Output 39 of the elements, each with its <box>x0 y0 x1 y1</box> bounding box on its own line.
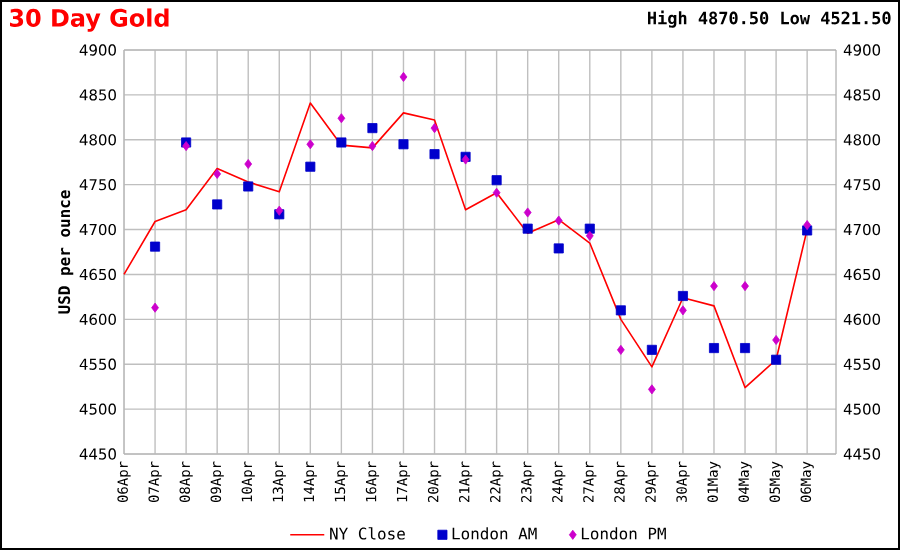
point <box>150 241 161 252</box>
point <box>305 161 316 172</box>
point <box>429 149 440 160</box>
point <box>615 305 626 316</box>
point <box>677 290 688 301</box>
point <box>491 175 502 186</box>
point <box>399 71 408 82</box>
point <box>337 113 346 124</box>
point <box>398 139 409 150</box>
point <box>708 343 719 354</box>
point <box>244 159 253 170</box>
point <box>710 281 718 292</box>
point <box>243 181 254 192</box>
point <box>368 141 377 152</box>
point <box>367 123 378 134</box>
point <box>584 223 595 234</box>
point <box>306 139 315 150</box>
point <box>679 305 687 316</box>
point <box>336 137 347 148</box>
point <box>213 168 222 179</box>
point <box>492 187 501 198</box>
point <box>771 354 782 365</box>
chart-subtitle: High 4870.50 Low 4521.50 <box>648 10 891 28</box>
point <box>646 344 657 355</box>
point <box>212 199 223 210</box>
point <box>151 302 159 313</box>
point <box>772 334 780 345</box>
point <box>616 344 625 355</box>
point <box>648 384 656 395</box>
point <box>740 343 751 354</box>
point <box>585 230 594 241</box>
chart-title: 30 Day Gold <box>10 8 169 32</box>
point <box>523 207 532 218</box>
point <box>741 281 749 292</box>
point <box>430 123 439 134</box>
point <box>554 215 563 226</box>
point <box>522 223 533 234</box>
point <box>803 220 811 231</box>
point <box>553 243 564 254</box>
